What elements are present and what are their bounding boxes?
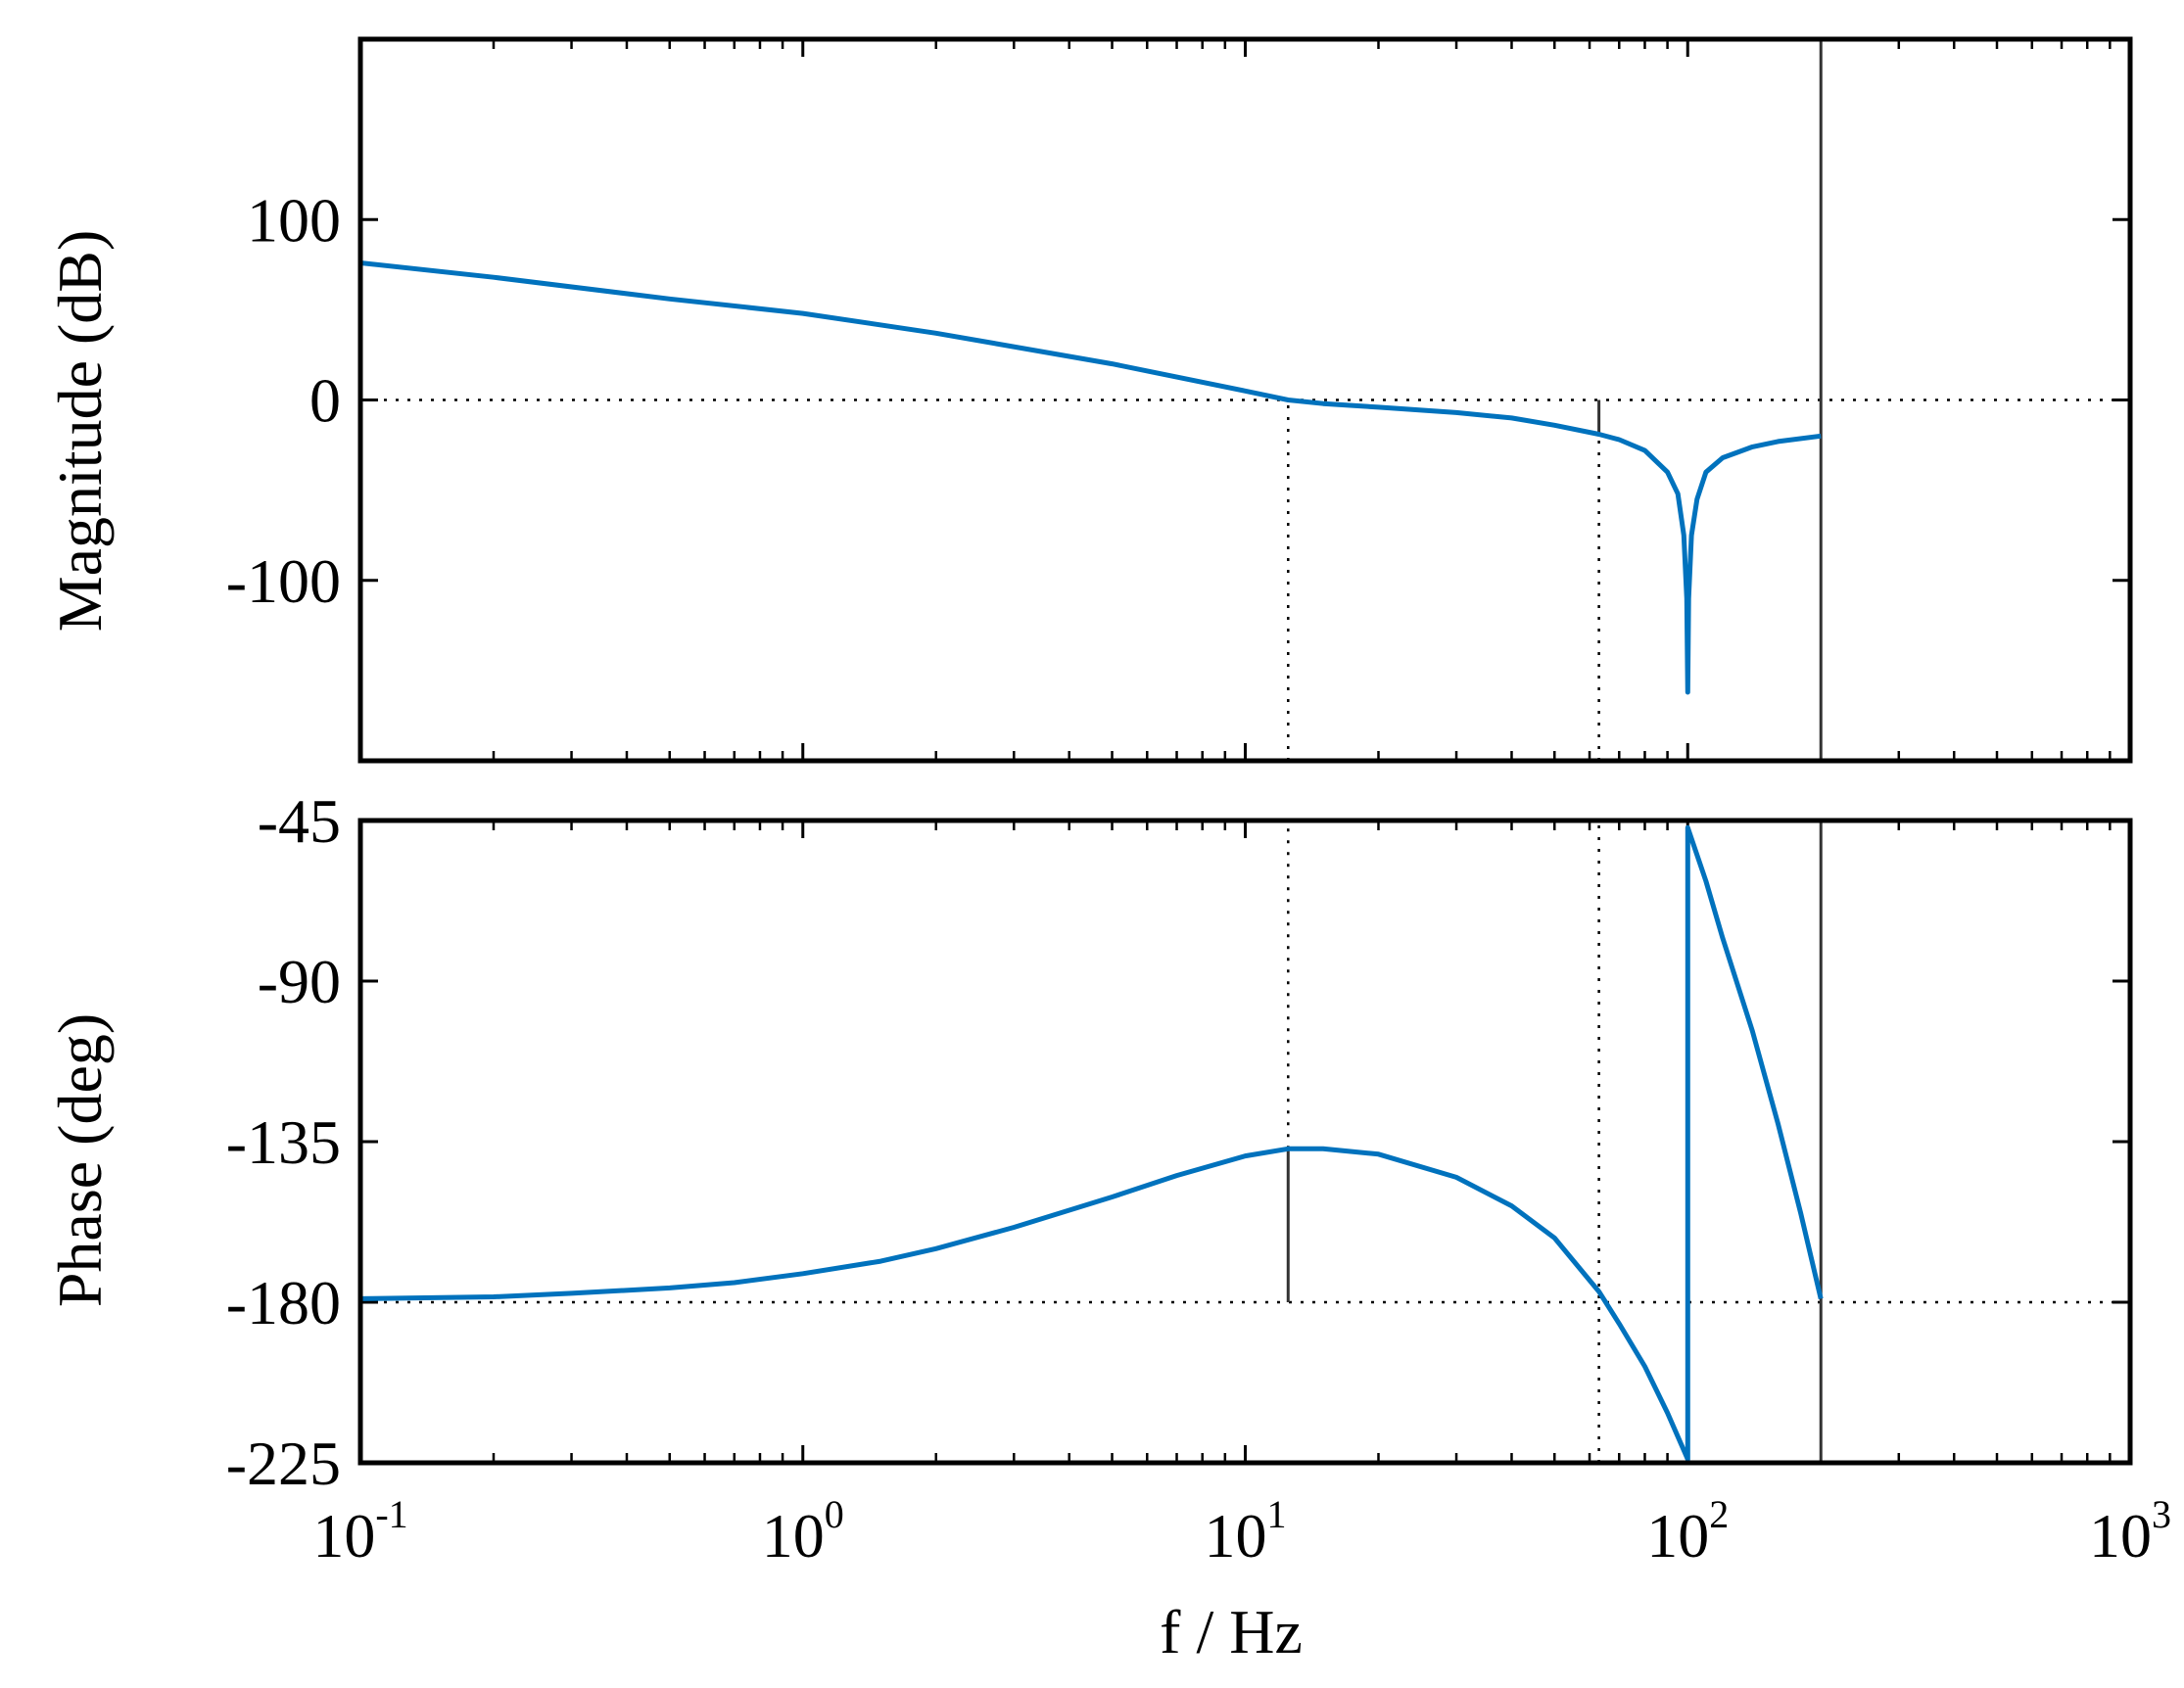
x-tick-label: 10-1 <box>312 1492 407 1571</box>
plot-frame <box>357 818 2133 1466</box>
y-tick-label: 0 <box>309 366 341 436</box>
x-tick-label: 101 <box>1205 1492 1287 1571</box>
y-tick-label: -180 <box>226 1268 341 1337</box>
y-tick-label: 100 <box>247 185 341 255</box>
x-tick-label: 102 <box>1646 1492 1729 1571</box>
plot-area <box>360 821 2130 1463</box>
x-tick-label: 103 <box>2089 1492 2171 1571</box>
x-tick-label: 100 <box>762 1492 844 1571</box>
x-axis-label: f / Hz <box>1160 1597 1303 1666</box>
data-series-line <box>360 260 1822 695</box>
data-series-line <box>360 824 1824 1462</box>
y-tick-label: -225 <box>226 1429 341 1498</box>
phase-y-axis-label: Phase (deg) <box>45 1013 115 1307</box>
plot-area <box>360 39 2130 761</box>
plot-frame <box>357 36 2133 764</box>
magnitude-y-axis-label: Magnitude (dB) <box>45 230 115 633</box>
y-tick-label: -90 <box>258 947 341 1016</box>
magnitude-panel: 100 0 -100 <box>226 36 2133 764</box>
y-tick-label: -135 <box>226 1107 341 1177</box>
y-tick-label: -45 <box>258 786 341 856</box>
y-tick-label: -100 <box>226 546 341 616</box>
